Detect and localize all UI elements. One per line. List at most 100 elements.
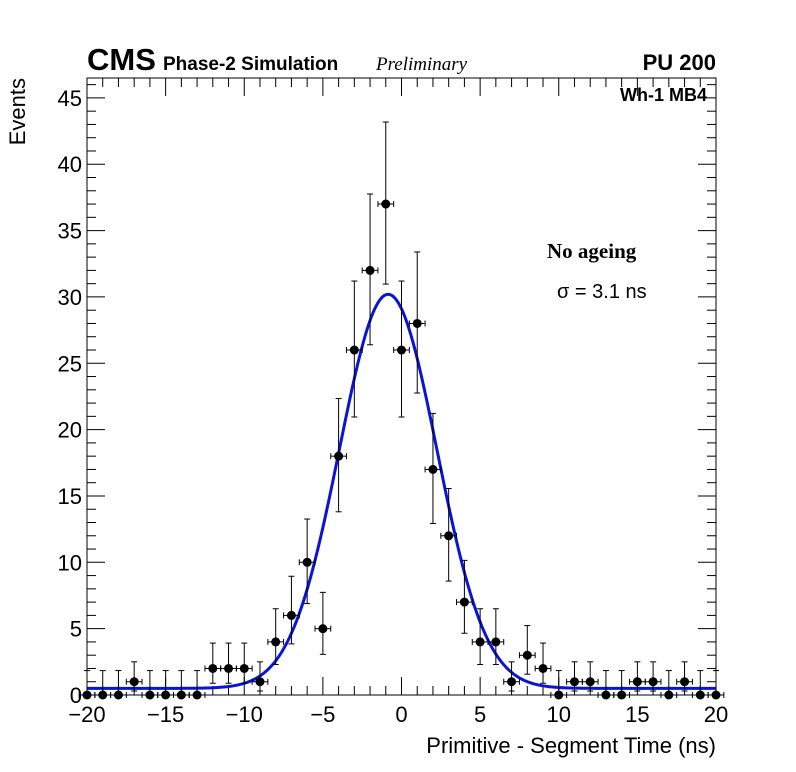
data-point	[393, 280, 410, 418]
data-marker	[286, 610, 296, 620]
data-point	[345, 280, 363, 418]
data-marker	[444, 531, 454, 541]
data-point	[298, 518, 316, 605]
data-point	[550, 670, 568, 700]
data-marker	[522, 650, 532, 660]
data-point	[141, 670, 159, 700]
data-point	[629, 661, 646, 692]
data-point	[581, 661, 599, 692]
data-marker	[192, 690, 202, 700]
data-point	[487, 608, 505, 665]
y-tick-label: 5	[70, 617, 82, 642]
data-marker	[664, 690, 674, 700]
x-tick-label: −10	[226, 702, 263, 727]
x-tick-label: 10	[547, 702, 571, 727]
cms-label: CMS	[87, 42, 156, 77]
data-point	[157, 670, 174, 700]
data-marker	[129, 677, 139, 687]
x-tick-label: 20	[704, 702, 728, 727]
data-point	[534, 642, 552, 684]
data-point	[566, 661, 583, 692]
x-axis: −20 −15 −10 −5 0 5 10 15 20	[68, 78, 728, 727]
data-marker	[585, 677, 595, 687]
data-point	[691, 670, 709, 700]
preliminary-label: Preliminary	[375, 54, 468, 75]
data-marker	[507, 677, 517, 687]
data-point	[125, 661, 143, 692]
x-axis-title: Primitive - Segment Time (ns)	[426, 733, 716, 758]
y-axis-title: Events	[5, 78, 30, 145]
data-marker	[412, 318, 422, 328]
data-layer	[78, 121, 725, 700]
data-marker	[695, 690, 705, 700]
y-tick-label: 40	[58, 152, 82, 177]
data-marker	[491, 637, 501, 647]
data-point	[172, 670, 190, 700]
data-point	[440, 487, 458, 582]
x-tick-label: 5	[474, 702, 486, 727]
data-point	[377, 121, 395, 285]
data-marker	[554, 690, 564, 700]
y-tick-label: 15	[58, 484, 82, 509]
y-tick-label: 30	[58, 285, 82, 310]
data-marker	[617, 690, 627, 700]
data-point	[424, 412, 442, 524]
data-point	[644, 661, 662, 692]
data-point	[204, 642, 222, 684]
data-marker	[176, 690, 186, 700]
data-marker	[632, 677, 642, 687]
data-point	[314, 591, 332, 655]
data-point	[676, 661, 693, 692]
data-marker	[680, 677, 690, 687]
data-marker	[334, 451, 344, 461]
data-marker	[113, 690, 123, 700]
y-tick-label: 25	[58, 351, 82, 376]
data-marker	[428, 464, 438, 474]
data-marker	[459, 597, 469, 607]
pileup-label: PU 200	[643, 50, 716, 75]
data-point	[660, 670, 678, 700]
data-point	[283, 575, 300, 645]
data-point	[471, 608, 489, 665]
data-marker	[381, 199, 391, 209]
data-marker	[538, 663, 548, 673]
data-point	[235, 642, 253, 684]
data-point	[456, 559, 473, 634]
data-marker	[98, 690, 108, 700]
data-point	[188, 670, 206, 700]
data-marker	[349, 345, 359, 355]
data-point	[597, 670, 615, 700]
x-tick-label: 0	[395, 702, 407, 727]
x-tick-label: 15	[625, 702, 649, 727]
data-marker	[569, 677, 579, 687]
data-marker	[365, 265, 375, 275]
y-axis: 0 5 10 15 20 25 30 35 40 45	[58, 84, 716, 708]
data-marker	[239, 663, 249, 673]
data-point	[361, 193, 379, 346]
data-marker	[711, 690, 721, 700]
x-tick-label: −20	[68, 702, 105, 727]
data-marker	[208, 663, 218, 673]
data-point	[110, 670, 127, 700]
data-point	[503, 661, 520, 692]
data-marker	[271, 637, 281, 647]
data-marker	[601, 690, 611, 700]
y-tick-label: 45	[58, 86, 82, 111]
data-point	[707, 670, 725, 700]
y-tick-label: 35	[58, 219, 82, 244]
y-tick-label: 0	[70, 683, 82, 708]
data-marker	[648, 677, 658, 687]
data-marker	[145, 690, 155, 700]
data-marker	[397, 345, 406, 355]
data-point	[408, 251, 426, 394]
data-point	[220, 642, 237, 684]
data-marker	[161, 690, 171, 700]
data-point	[251, 661, 269, 692]
data-marker	[255, 677, 265, 687]
sigma-label: σ = 3.1 ns	[557, 281, 647, 303]
data-point	[330, 398, 347, 513]
x-tick-label: −5	[310, 702, 335, 727]
data-marker	[318, 624, 328, 634]
data-point	[267, 608, 285, 665]
